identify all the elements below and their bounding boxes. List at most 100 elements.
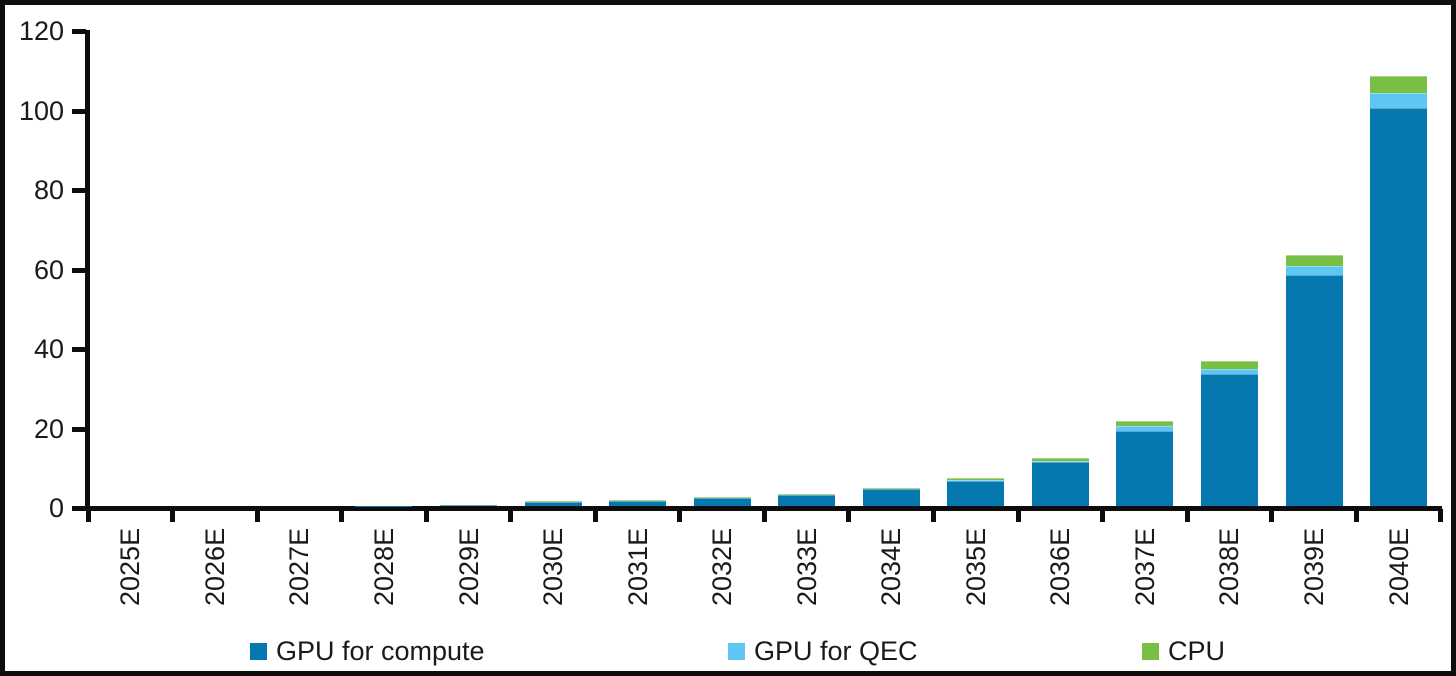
- bar-segment-gpu-for-compute: [609, 500, 667, 506]
- x-tick-mark: [1353, 509, 1359, 522]
- bar-segment-cpu: [1370, 75, 1427, 94]
- x-tick-label: 2026E: [199, 527, 230, 607]
- x-tick-mark: [1438, 509, 1444, 522]
- x-tick-mark: [254, 509, 260, 522]
- bar-segment-gpu-for-qec: [1285, 266, 1343, 276]
- bar-segment-cpu: [1200, 361, 1258, 369]
- x-tick-label: 2040E: [1383, 527, 1414, 607]
- bar-2034e: [862, 487, 920, 506]
- bar-segment-gpu-for-compute: [1031, 462, 1089, 506]
- x-tick-label: 2038E: [1214, 527, 1245, 607]
- bar-2035e: [947, 478, 1005, 506]
- x-tick-mark: [170, 509, 176, 522]
- y-tick-label: 100: [18, 95, 64, 126]
- bar-segment-gpu-for-compute: [1116, 430, 1174, 506]
- x-tick-mark: [846, 509, 852, 522]
- x-tick-label: 2032E: [707, 527, 738, 607]
- bar-2029e: [440, 504, 497, 506]
- bar-segment-cpu: [440, 504, 497, 506]
- x-tick-label: 2033E: [791, 527, 822, 607]
- bar-segment-cpu: [778, 494, 836, 496]
- bar-segment-gpu-for-qec: [1370, 93, 1427, 109]
- y-tick-label: 80: [33, 175, 64, 205]
- legend-label-gpu-compute: GPU for compute: [276, 636, 485, 666]
- bar-segment-gpu-for-compute: [1370, 108, 1427, 506]
- x-tick-mark: [1015, 509, 1021, 522]
- y-tick-label: 0: [48, 493, 64, 523]
- y-tick-mark: [72, 506, 86, 511]
- bar-segment-cpu: [1116, 421, 1174, 427]
- x-tick-mark: [592, 509, 598, 522]
- y-tick-mark: [72, 426, 86, 432]
- x-tick-mark: [85, 509, 91, 522]
- x-tick-label: 2030E: [538, 527, 568, 607]
- legend-swatch-gpu-compute: [250, 642, 267, 660]
- x-tick-mark: [339, 509, 345, 522]
- bar-segment-cpu: [524, 501, 582, 502]
- legend-item-gpu-qec: GPU for QEC: [728, 636, 918, 666]
- bar-2039e: [1285, 255, 1343, 506]
- bar-segment-cpu: [1285, 255, 1343, 267]
- bar-2033e: [778, 494, 836, 506]
- x-tick-label: 2035E: [960, 527, 991, 607]
- y-tick-mark: [72, 188, 86, 193]
- legend-label-gpu-qec: GPU for QEC: [754, 636, 918, 666]
- x-tick-label: 2025E: [115, 527, 146, 607]
- x-tick-mark: [508, 509, 514, 522]
- x-tick-mark: [931, 509, 936, 522]
- bar-2037e: [1116, 421, 1174, 506]
- y-tick-label: 40: [33, 334, 64, 364]
- x-tick-label: 2028E: [368, 527, 399, 607]
- bar-segment-gpu-for-qec: [1200, 368, 1258, 374]
- legend-label-cpu: CPU: [1168, 636, 1226, 666]
- bar-segment-gpu-for-compute: [862, 489, 920, 506]
- y-tick-label: 120: [18, 16, 64, 46]
- x-tick-label: 2031E: [622, 527, 653, 607]
- bar-segment-gpu-for-compute: [1285, 275, 1343, 506]
- bar-segment-gpu-for-qec: [947, 480, 1005, 481]
- x-tick-mark: [1184, 509, 1190, 522]
- x-tick-mark: [423, 509, 429, 522]
- bar-segment-cpu: [609, 500, 667, 501]
- y-tick-mark: [72, 108, 86, 114]
- bar-2031e: [609, 500, 667, 506]
- bar-segment-cpu: [1031, 458, 1089, 462]
- bar-2030e: [524, 501, 582, 506]
- x-tick-label: 2037E: [1129, 527, 1160, 607]
- bar-segment-gpu-for-compute: [524, 501, 582, 506]
- x-tick-label: 2029E: [453, 527, 484, 607]
- bar-segment-gpu-for-compute: [947, 480, 1005, 506]
- x-tick-mark: [1100, 509, 1106, 522]
- bar-segment-gpu-for-qec: [1116, 426, 1174, 431]
- bar-2038e: [1200, 361, 1258, 506]
- bar-segment-gpu-for-qec: [1031, 461, 1089, 463]
- bar-segment-cpu: [947, 478, 1005, 481]
- bar-segment-cpu: [693, 497, 751, 498]
- y-tick-label: 20: [33, 413, 64, 444]
- bar-2032e: [693, 497, 751, 506]
- bar-segment-gpu-for-compute: [693, 498, 751, 506]
- x-tick-mark: [677, 509, 683, 522]
- y-tick-mark: [72, 267, 86, 273]
- bar-2036e: [1031, 458, 1089, 506]
- x-axis-line: [85, 506, 1442, 511]
- x-tick-label: 2036E: [1045, 527, 1076, 607]
- bar-segment-gpu-for-compute: [440, 505, 497, 506]
- x-tick-label: 2039E: [1299, 527, 1329, 607]
- bar-2040e: [1370, 75, 1427, 506]
- legend-swatch-gpu-qec: [728, 642, 745, 660]
- legend-swatch-cpu: [1142, 642, 1159, 660]
- x-tick-label: 2027E: [284, 527, 315, 607]
- legend-item-gpu-compute: GPU for compute: [250, 636, 485, 666]
- y-tick-mark: [72, 29, 86, 34]
- y-axis-line: [85, 30, 90, 511]
- x-tick-mark: [1269, 509, 1275, 522]
- legend-item-cpu: CPU: [1142, 636, 1225, 666]
- bar-segment-gpu-for-compute: [1200, 374, 1258, 506]
- x-tick-mark: [761, 509, 767, 522]
- x-tick-label: 2034E: [876, 527, 907, 607]
- y-tick-label: 60: [33, 254, 64, 285]
- bar-segment-gpu-for-compute: [778, 495, 836, 506]
- y-tick-mark: [72, 347, 86, 352]
